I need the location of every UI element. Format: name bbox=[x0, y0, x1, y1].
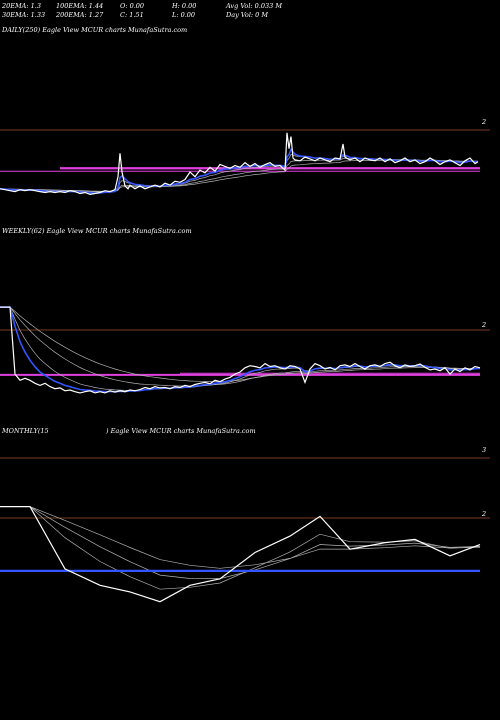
price-line bbox=[0, 506, 481, 603]
monthly-chart-label-left: MONTHLY(15 bbox=[1, 427, 49, 435]
ema100-label: 100EMA: 1.44 bbox=[56, 2, 103, 10]
daily-plot bbox=[0, 132, 480, 196]
high-label: H: 0.00 bbox=[171, 2, 196, 10]
ema30-label: 30EMA: 1.33 bbox=[2, 11, 45, 19]
ema-line-0 bbox=[0, 506, 481, 590]
monthly-tick-3: 3 bbox=[482, 446, 486, 454]
ema200-label: 200EMA: 1.27 bbox=[55, 11, 104, 19]
monthly-tick-2: 2 bbox=[481, 510, 486, 518]
header: 20EMA: 1.3 100EMA: 1.44 O: 0.00 H: 0.00 … bbox=[1, 2, 282, 19]
ema-line-2 bbox=[0, 159, 479, 192]
daily-chart-label: DAILY(250) Eagle View MCUR charts Munafa… bbox=[1, 26, 187, 34]
low-label: L: 0.00 bbox=[171, 11, 195, 19]
price-line bbox=[0, 132, 479, 196]
ema-line-1 bbox=[0, 157, 479, 193]
daily-panel: DAILY(250) Eagle View MCUR charts Munafa… bbox=[0, 26, 490, 196]
ema-line-1 bbox=[0, 506, 481, 579]
daily-tick-2: 2 bbox=[481, 118, 486, 126]
open-label: O: 0.00 bbox=[120, 2, 144, 10]
dayvol-label: Day Vol: 0 M bbox=[225, 11, 268, 19]
close-label: C: 1.51 bbox=[120, 11, 144, 19]
weekly-chart-label: WEEKLY(62) Eagle View MCUR charts Munafa… bbox=[2, 227, 192, 235]
weekly-panel: WEEKLY(62) Eagle View MCUR charts Munafa… bbox=[0, 227, 490, 394]
ema-line-3 bbox=[0, 306, 481, 393]
weekly-tick-2: 2 bbox=[481, 321, 486, 329]
price-line bbox=[0, 306, 481, 394]
monthly-plot bbox=[0, 506, 481, 603]
weekly-plot bbox=[0, 306, 481, 394]
ema-line-2 bbox=[0, 506, 481, 569]
ema20-label: 20EMA: 1.3 bbox=[1, 2, 41, 10]
monthly-chart-label-right: ) Eagle View MCUR charts MunafaSutra.com bbox=[105, 427, 256, 435]
ema-line-3 bbox=[0, 147, 478, 194]
ema-line-0 bbox=[0, 306, 481, 391]
ema-line-2 bbox=[0, 306, 480, 382]
monthly-panel: MONTHLY(15 ) Eagle View MCUR charts Muna… bbox=[0, 427, 490, 603]
avgvol-label: Avg Vol: 0.033 M bbox=[225, 2, 282, 10]
